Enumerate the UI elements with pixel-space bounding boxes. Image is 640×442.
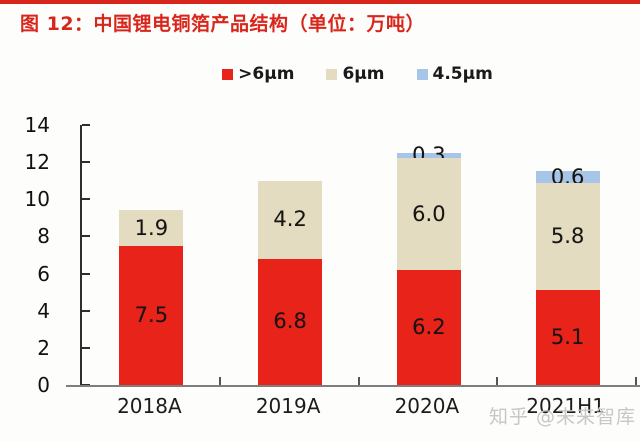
bar-segment: 0.6 <box>535 166 600 187</box>
bar-segment: 1.9 <box>119 210 184 246</box>
legend-swatch <box>222 68 234 80</box>
legend-item: >6μm <box>222 64 294 84</box>
y-axis-tick <box>82 198 90 201</box>
watermark: 知乎 @未来智库 <box>488 406 636 428</box>
bar-segment: 6.2 <box>396 269 461 385</box>
legend-item: 6μm <box>326 64 385 84</box>
x-axis-tick <box>357 377 360 385</box>
chart-legend: >6μm 6μm 4.5μm <box>80 62 635 86</box>
plot-area: 7.5 1.9 6.8 4.2 6.2 6.0 0.3 5.1 5.8 0.6 <box>80 124 637 386</box>
bar-2018A: 7.5 1.9 <box>119 210 184 385</box>
y-axis-label: 10 <box>24 187 50 212</box>
y-axis-label: 0 <box>37 373 50 397</box>
x-axis-line <box>66 385 640 387</box>
x-axis-tick <box>635 377 637 385</box>
y-axis-tick <box>82 309 90 312</box>
y-axis-label: 2 <box>37 335 50 360</box>
bar-segment-label: 7.5 <box>134 302 169 327</box>
y-axis-labels: 0 2 4 6 8 10 12 14 <box>0 114 66 396</box>
bar-segment: 6.8 <box>258 258 323 385</box>
legend-label: >6μm <box>238 64 295 84</box>
bar-segment-label: 6.0 <box>412 201 446 226</box>
y-axis-label: 4 <box>37 298 50 323</box>
bar-segment-label: 5.1 <box>550 325 585 350</box>
legend-swatch <box>326 68 338 80</box>
bar-segment-label: 6.8 <box>273 309 307 334</box>
y-axis-tick <box>82 235 90 238</box>
bar-segment: 5.1 <box>535 290 600 385</box>
y-axis-tick <box>82 272 90 275</box>
bar-segment-label: 6.2 <box>412 314 446 339</box>
y-axis-tick <box>82 346 90 349</box>
bar-segment: 4.2 <box>258 180 323 259</box>
bar-segment-label: 1.9 <box>134 215 169 240</box>
legend-label: 6μm <box>342 64 385 84</box>
x-axis-label: 2021H1 <box>526 394 605 418</box>
legend-label: 4.5μm <box>432 64 493 84</box>
x-axis-label: 2019A <box>255 394 321 418</box>
y-axis-label: 8 <box>37 224 50 249</box>
bar-segment-label: 5.8 <box>550 223 585 248</box>
y-axis-tick <box>82 124 90 126</box>
figure-title: 图 12：中国锂电铜箔产品结构（单位：万吨） <box>20 13 426 35</box>
accent-top-rule <box>0 0 640 4</box>
x-axis-labels: 2018A 2019A 2020A 2021H1 <box>80 394 635 418</box>
x-axis-label: 2018A <box>117 394 182 418</box>
y-axis-label: 12 <box>24 150 50 175</box>
x-axis-label: 2020A <box>394 394 460 418</box>
legend-item: 4.5μm <box>416 64 493 84</box>
x-axis-tick <box>496 377 499 385</box>
bar-segment: 5.8 <box>535 182 600 291</box>
bar-segment: 7.5 <box>119 245 184 385</box>
bar-segment-label: 4.2 <box>273 207 307 232</box>
bar-2020A: 6.2 6.0 0.3 <box>396 145 461 385</box>
bar-2021H1: 5.1 5.8 0.6 <box>535 166 600 385</box>
bar-2019A: 6.8 4.2 <box>258 180 323 385</box>
bar-segment-label: 0.6 <box>550 164 585 189</box>
legend-swatch <box>416 68 428 80</box>
y-axis-tick <box>82 161 90 164</box>
x-axis-tick <box>218 377 221 385</box>
y-axis-label: 6 <box>37 261 50 286</box>
bar-segment: 6.0 <box>396 158 461 270</box>
y-axis-label: 14 <box>24 113 50 137</box>
